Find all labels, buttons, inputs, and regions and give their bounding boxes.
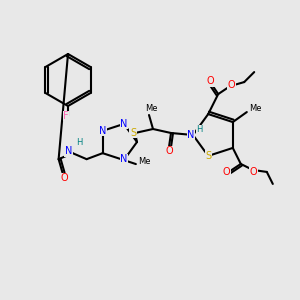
- Text: O: O: [227, 80, 235, 90]
- Text: O: O: [223, 167, 231, 177]
- Text: O: O: [61, 173, 68, 183]
- Text: N: N: [120, 154, 128, 164]
- Text: N: N: [99, 126, 106, 136]
- Text: Me: Me: [249, 104, 261, 113]
- Text: F: F: [63, 111, 69, 121]
- Text: O: O: [250, 167, 258, 177]
- Text: O: O: [206, 76, 214, 86]
- Text: Me: Me: [138, 157, 150, 166]
- Text: H: H: [76, 138, 82, 147]
- Text: S: S: [130, 128, 136, 138]
- Text: S: S: [205, 151, 211, 161]
- Text: N: N: [187, 130, 195, 140]
- Text: N: N: [120, 119, 128, 129]
- Text: H: H: [196, 125, 202, 134]
- Text: Me: Me: [145, 104, 158, 113]
- Text: N: N: [65, 146, 72, 156]
- Text: O: O: [165, 146, 173, 156]
